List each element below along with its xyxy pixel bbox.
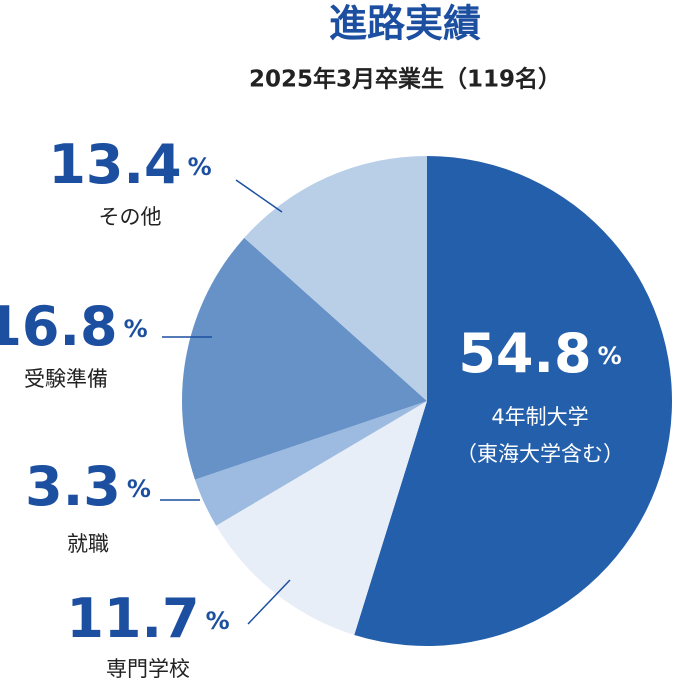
category-label: 受験準備 — [24, 367, 108, 391]
value-label: 54.8% — [458, 322, 621, 385]
value-unit: % — [127, 475, 151, 503]
chart-title: 進路実績 — [329, 2, 481, 46]
pie — [181, 156, 672, 646]
chart-subtitle: 2025年3月卒業生（119名） — [249, 66, 561, 93]
value-number: 16.8 — [0, 295, 118, 358]
value-number: 54.8 — [458, 322, 591, 385]
pie-slice — [194, 401, 427, 526]
pie-slice — [244, 156, 427, 401]
value-unit: % — [124, 315, 148, 343]
pie-slice — [216, 401, 427, 635]
value-unit: % — [188, 153, 212, 181]
value-label: 16.8% — [0, 295, 148, 358]
leader-line — [247, 579, 291, 625]
leader-line — [235, 179, 283, 213]
value-label: 3.3% — [25, 455, 151, 518]
category-label: その他 — [99, 205, 162, 229]
value-unit: % — [206, 607, 230, 635]
category-label: 専門学校 — [106, 657, 190, 681]
category-label: 就職 — [67, 532, 109, 556]
pie-slice — [181, 237, 427, 480]
pie-slice — [354, 156, 672, 646]
category-note: （東海大学含む） — [456, 442, 624, 466]
value-label: 11.7% — [66, 587, 229, 650]
category-label: 4年制大学 — [491, 405, 588, 429]
value-number: 11.7 — [66, 587, 199, 650]
value-number: 13.4 — [48, 133, 181, 196]
value-label: 13.4% — [48, 133, 211, 196]
value-unit: % — [598, 342, 622, 370]
value-number: 3.3 — [25, 455, 121, 518]
